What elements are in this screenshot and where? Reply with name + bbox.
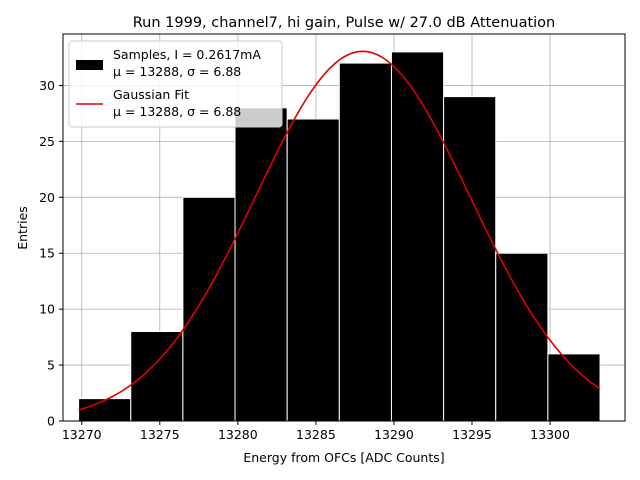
histogram-bar-6 bbox=[390, 51, 445, 422]
y-tick-label-5: 25 bbox=[39, 134, 55, 149]
x-tick-label-2: 13280 bbox=[218, 427, 258, 442]
histogram-bar-3 bbox=[234, 107, 288, 422]
histogram-bar-7 bbox=[443, 96, 497, 422]
legend-fit-label: Gaussian Fit bbox=[113, 87, 189, 102]
y-tick-label-6: 30 bbox=[39, 78, 55, 93]
legend-samples-label: Samples, I = 0.2617mA bbox=[113, 47, 261, 62]
y-tick-label-4: 20 bbox=[39, 190, 55, 205]
histogram-bars bbox=[78, 51, 601, 422]
y-axis-ticks: 0 5 10 15 20 25 30 bbox=[39, 78, 63, 429]
y-tick-label-0: 0 bbox=[47, 414, 55, 429]
legend-samples-stats: μ = 13288, σ = 6.88 bbox=[113, 64, 241, 79]
plot-frame bbox=[62, 33, 626, 422]
y-tick-label-1: 5 bbox=[47, 358, 55, 373]
histogram-bar-9 bbox=[547, 353, 601, 422]
x-axis-label: Energy from OFCs [ADC Counts] bbox=[243, 450, 444, 465]
x-tick-label-0: 13270 bbox=[62, 427, 102, 442]
histogram-bar-0 bbox=[78, 398, 132, 422]
histogram-bar-4 bbox=[286, 118, 340, 422]
x-tick-label-1: 13275 bbox=[140, 427, 180, 442]
x-tick-label-5: 13295 bbox=[452, 427, 492, 442]
x-tick-label-6: 13300 bbox=[530, 427, 570, 442]
legend: Samples, I = 0.2617mA μ = 13288, σ = 6.8… bbox=[68, 40, 283, 128]
x-axis-ticks: 13270 13275 13280 13285 13290 13295 13300 bbox=[62, 421, 570, 442]
histogram-bar-2 bbox=[182, 196, 236, 422]
x-tick-label-4: 13290 bbox=[374, 427, 414, 442]
histogram-bar-5 bbox=[338, 62, 392, 422]
y-axis-label: Entries bbox=[15, 206, 30, 250]
histogram-bar-1 bbox=[130, 331, 184, 422]
gaussian-fit-line bbox=[78, 50, 601, 411]
legend-box bbox=[68, 40, 283, 128]
legend-fit-stats: μ = 13288, σ = 6.88 bbox=[113, 104, 241, 119]
legend-samples-swatch bbox=[76, 60, 103, 70]
x-tick-label-3: 13285 bbox=[296, 427, 336, 442]
histogram-bar-8 bbox=[495, 252, 549, 422]
y-tick-label-3: 15 bbox=[39, 246, 55, 261]
chart-title: Run 1999, channel7, hi gain, Pulse w/ 27… bbox=[133, 15, 556, 31]
y-tick-label-2: 10 bbox=[39, 302, 55, 317]
